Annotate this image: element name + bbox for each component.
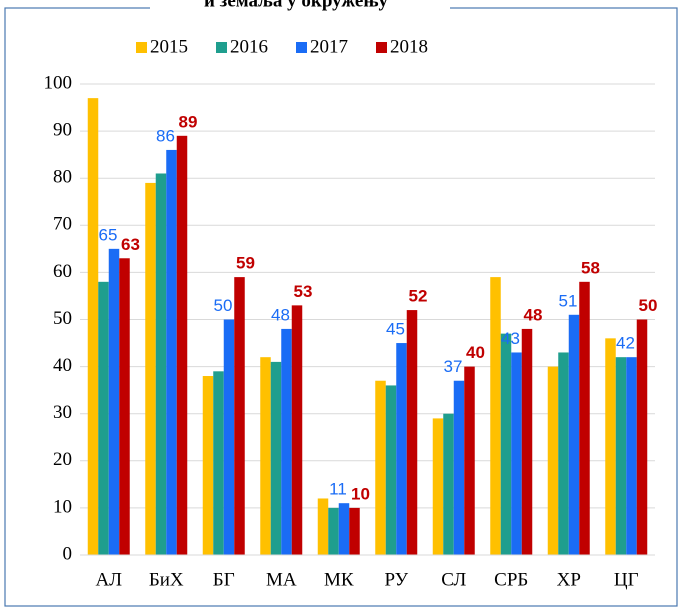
bar [166,149,177,555]
bar [521,328,533,555]
bar [511,352,522,555]
bar [547,366,559,555]
bar [317,498,329,555]
y-tick-label: 80 [53,167,72,188]
y-tick-label: 30 [53,402,72,423]
y-tick-label: 40 [53,355,72,376]
y-tick-label: 10 [53,496,72,517]
y-tick-label: 90 [53,119,72,140]
x-tick-label: БиХ [149,569,184,590]
bar [605,338,616,555]
bar [579,281,590,555]
data-label: 43 [501,329,520,348]
legend-label: 2016 [230,36,268,57]
bar [108,248,120,555]
x-tick-label: АЛ [95,569,122,590]
x-tick-label: РУ [384,569,408,590]
bar [464,366,475,555]
bar [270,361,282,555]
bar [453,380,465,555]
x-tick-label: СРБ [494,569,528,590]
x-tick-label: СЛ [441,569,466,590]
bar [432,418,444,555]
legend-swatch [296,42,307,53]
legend-label: 2017 [310,36,348,57]
bar [636,319,648,555]
bar [176,135,188,555]
data-label: 63 [121,235,140,254]
x-tick-label: МА [266,569,297,590]
chart-title: и земаља у окружењу [204,0,389,11]
data-label: 89 [179,112,198,131]
bar [281,328,292,555]
y-tick-label: 20 [53,449,72,470]
y-tick-label: 60 [53,261,72,282]
y-tick-label: 50 [53,308,72,329]
x-tick-label: БГ [213,569,235,590]
legend-swatch [136,42,147,53]
bar [328,507,339,555]
bar [626,357,637,555]
bar [119,258,130,555]
data-label: 48 [524,305,543,324]
bar [375,380,386,555]
data-label: 10 [351,484,370,503]
bar [558,352,569,555]
x-tick-label: ХР [557,569,581,590]
bar [213,371,224,555]
x-tick-label: ЦГ [614,569,639,590]
data-label: 40 [466,343,485,362]
bar [443,413,454,555]
data-label: 42 [616,334,635,353]
bar [500,333,512,555]
bar [234,277,245,555]
data-label: 50 [214,296,233,315]
data-label: 51 [559,291,578,310]
bar [260,357,271,555]
bar [338,503,350,555]
bar [396,343,407,555]
bar [385,385,397,555]
bar [568,314,580,555]
data-label: 45 [386,320,405,339]
data-label: 59 [236,254,255,273]
bar [223,319,235,555]
data-label: 52 [409,287,428,306]
data-label: 11 [329,480,347,499]
x-tick-label: МК [324,569,354,590]
bar [615,357,627,555]
data-label: 53 [294,282,313,301]
legend-swatch [376,42,387,53]
bar [202,376,214,555]
data-label: 50 [639,296,658,315]
data-label: 48 [271,305,290,324]
bar [155,173,167,556]
data-label: 65 [99,225,118,244]
y-tick-label: 0 [63,543,73,564]
legend-label: 2015 [150,36,188,57]
bar [87,98,99,555]
bar [291,305,303,555]
bar [490,277,501,555]
legend-label: 2018 [390,36,428,57]
y-tick-label: 70 [53,214,72,235]
bar [406,310,418,555]
data-label: 37 [444,357,463,376]
title-mask [150,0,450,10]
y-tick-label: 100 [44,72,73,93]
bar [145,182,156,555]
bar [98,281,109,555]
bar [349,507,360,555]
data-label: 86 [156,126,175,145]
data-label: 58 [581,258,600,277]
legend-swatch [216,42,227,53]
